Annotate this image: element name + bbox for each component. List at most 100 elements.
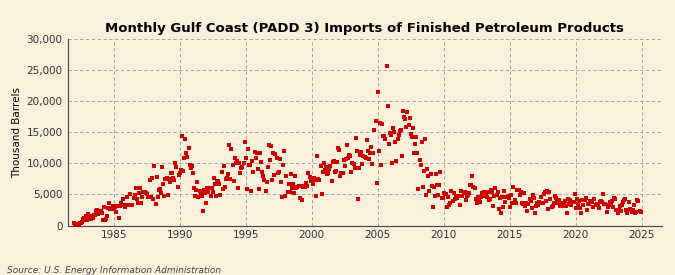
Point (86, 213, 97, 218)
Point (405, 131, 416, 136)
Point (406, 135, 417, 139)
Point (141, 192, 152, 196)
Point (139, 190, 150, 194)
Point (176, 134, 187, 138)
Point (169, 178, 180, 182)
Point (334, 148, 345, 152)
Point (396, 128, 406, 132)
Point (280, 194, 291, 199)
Point (464, 183, 475, 187)
Point (346, 169, 356, 174)
Point (448, 191, 459, 195)
Point (71, 222, 82, 227)
Point (148, 197, 159, 201)
Point (155, 187, 165, 191)
Point (352, 196, 363, 201)
Point (294, 196, 305, 201)
Point (524, 197, 535, 201)
Point (543, 207, 554, 211)
Point (541, 199, 551, 204)
Point (230, 156, 240, 160)
Point (298, 184, 309, 189)
Point (547, 204, 558, 208)
Point (531, 204, 541, 208)
Point (153, 195, 163, 200)
Point (472, 195, 483, 199)
Point (469, 186, 480, 190)
Point (485, 188, 496, 192)
Point (557, 204, 568, 208)
Point (289, 190, 300, 195)
Point (458, 191, 469, 196)
Point (359, 155, 370, 159)
Point (352, 148, 362, 153)
Point (325, 164, 335, 168)
Point (251, 151, 262, 155)
Point (548, 201, 559, 205)
Point (336, 171, 347, 175)
Point (570, 206, 581, 210)
Point (574, 206, 585, 210)
Point (425, 172, 436, 176)
Point (495, 210, 506, 215)
Point (146, 176, 157, 181)
Point (94, 211, 105, 216)
Point (245, 163, 256, 167)
Point (104, 200, 115, 205)
Point (232, 158, 242, 163)
Point (455, 203, 466, 207)
Point (248, 170, 259, 174)
Point (178, 168, 188, 173)
Point (513, 188, 524, 193)
Point (357, 162, 368, 167)
Point (200, 191, 211, 196)
Point (317, 170, 328, 175)
Point (375, 121, 385, 125)
Point (254, 187, 265, 191)
Point (369, 128, 380, 132)
Point (293, 184, 304, 188)
Point (343, 156, 354, 160)
Point (535, 195, 546, 199)
Point (165, 180, 176, 185)
Y-axis label: Thousand Barrels: Thousand Barrels (12, 87, 22, 177)
Point (545, 197, 556, 201)
Point (95, 209, 106, 213)
Point (188, 186, 199, 190)
Point (214, 182, 225, 186)
Point (97, 211, 107, 215)
Point (146, 195, 157, 199)
Point (380, 137, 391, 141)
Point (497, 194, 508, 199)
Point (506, 193, 516, 197)
Point (475, 200, 485, 204)
Point (601, 210, 612, 214)
Point (481, 195, 492, 199)
Point (613, 207, 624, 212)
Point (597, 200, 608, 204)
Point (494, 196, 505, 200)
Point (592, 203, 603, 207)
Point (518, 202, 529, 207)
Point (124, 202, 134, 207)
Point (610, 197, 621, 201)
Point (462, 194, 472, 198)
Point (377, 121, 387, 126)
Point (492, 189, 503, 194)
Point (192, 180, 202, 184)
Point (522, 208, 533, 213)
Point (107, 204, 118, 208)
Point (558, 202, 569, 206)
Point (193, 195, 204, 199)
Point (306, 177, 317, 181)
Point (78, 217, 88, 222)
Point (347, 161, 358, 165)
Point (105, 206, 116, 211)
Point (418, 169, 429, 174)
Point (562, 211, 572, 216)
Point (219, 185, 230, 189)
Point (605, 202, 616, 207)
Point (443, 203, 454, 208)
Point (588, 204, 599, 209)
Point (284, 182, 294, 186)
